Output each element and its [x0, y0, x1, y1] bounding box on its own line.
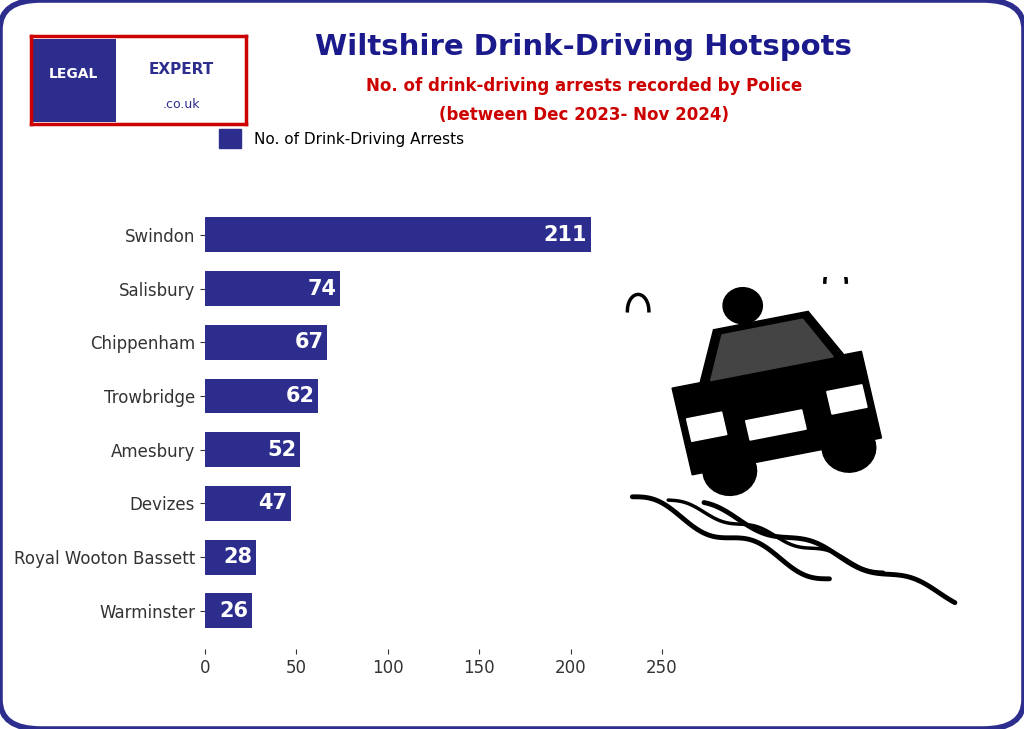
Polygon shape	[686, 412, 727, 441]
Legend: No. of Drink-Driving Arrests: No. of Drink-Driving Arrests	[212, 123, 470, 154]
Text: 211: 211	[544, 225, 587, 245]
Text: .co.uk: .co.uk	[163, 98, 200, 111]
Bar	[205, 593, 252, 628]
Text: LEGAL: LEGAL	[49, 66, 98, 81]
Text: 67: 67	[295, 332, 324, 352]
Bar	[205, 271, 340, 306]
Text: No. of drink-driving arrests recorded by Police: No. of drink-driving arrests recorded by…	[366, 77, 802, 95]
Bar	[205, 539, 256, 574]
Text: 74: 74	[307, 278, 337, 299]
Polygon shape	[703, 446, 757, 496]
Text: 52: 52	[267, 440, 296, 460]
Bar	[205, 432, 300, 467]
Bar	[205, 378, 318, 413]
Bar	[205, 486, 291, 521]
Polygon shape	[826, 385, 867, 414]
Text: EXPERT: EXPERT	[148, 62, 214, 77]
Polygon shape	[700, 311, 844, 383]
Text: 47: 47	[258, 494, 287, 513]
Text: 26: 26	[220, 601, 249, 621]
Text: 28: 28	[223, 547, 252, 567]
FancyBboxPatch shape	[32, 39, 116, 122]
Polygon shape	[745, 410, 806, 440]
Polygon shape	[672, 351, 882, 475]
Polygon shape	[822, 423, 876, 472]
Bar	[205, 325, 328, 359]
Text: (between Dec 2023- Nov 2024): (between Dec 2023- Nov 2024)	[438, 106, 729, 124]
Polygon shape	[711, 319, 834, 381]
Polygon shape	[723, 288, 763, 324]
Text: 62: 62	[286, 386, 314, 406]
Bar	[205, 217, 591, 252]
Text: Wiltshire Drink-Driving Hotspots: Wiltshire Drink-Driving Hotspots	[315, 33, 852, 61]
